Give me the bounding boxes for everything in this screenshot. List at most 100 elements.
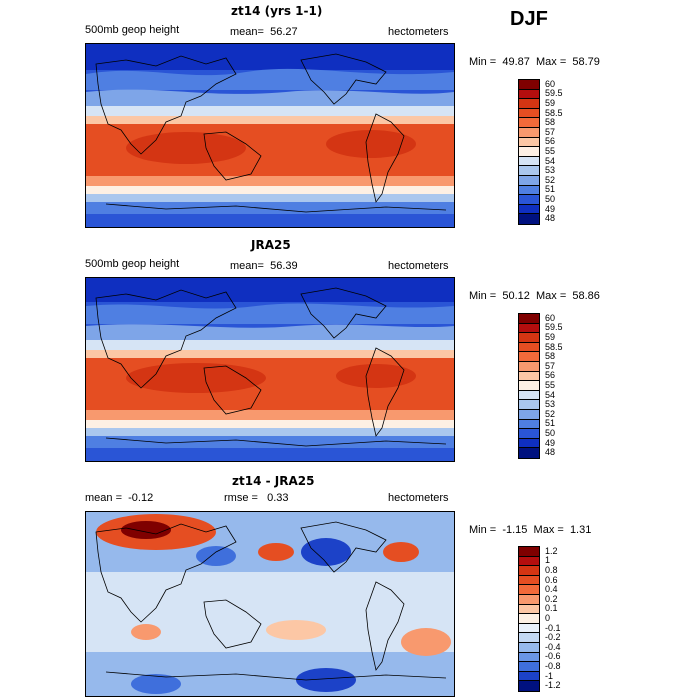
colorbar-level-label: 48 <box>545 213 556 224</box>
colorbar-level-label: 58.5 <box>545 341 563 352</box>
colorbar-segment <box>519 166 539 176</box>
colorbar-level-label: 60 <box>545 78 556 89</box>
colorbar-level-label: 0.4 <box>545 584 558 595</box>
panel2-mean-value: 56.39 <box>270 260 298 272</box>
colorbar-level-label: -0.4 <box>545 641 561 652</box>
colorbar-level-label: 59.5 <box>545 322 563 333</box>
colorbar-segment <box>519 429 539 439</box>
panel2-field-label: 500mb geop height <box>85 258 180 270</box>
panel2-band-51 <box>86 303 454 324</box>
panel3-pos-anomaly-3 <box>383 542 419 562</box>
panel3-pos-anomaly-core <box>121 521 171 539</box>
colorbar-segment <box>519 381 539 391</box>
colorbar-level-label: 56 <box>545 136 556 147</box>
colorbar-level-label: -0.1 <box>545 622 561 633</box>
colorbar-level-label: 53 <box>545 399 556 410</box>
panel2-mean-label: mean= <box>230 260 264 272</box>
colorbar-segment <box>519 195 539 205</box>
panel1-band-56 <box>86 116 454 124</box>
panel1-band-51s <box>86 202 454 214</box>
colorbar-segment <box>519 604 539 615</box>
panel2-band-pole <box>86 278 454 302</box>
panel1-max-label: Max = <box>536 56 567 68</box>
panel3-pos-anomaly-6 <box>266 620 326 640</box>
colorbar-segment <box>519 361 539 372</box>
panel3-map-svg <box>86 512 454 696</box>
panel1-band-51 <box>86 68 454 90</box>
colorbar-segment <box>519 108 539 119</box>
colorbar-segment <box>519 556 539 567</box>
colorbar-segment <box>519 137 539 148</box>
panel1-min-label: Min = <box>469 56 497 68</box>
panel3-min-value: -1.15 <box>502 524 528 536</box>
colorbar-segment <box>519 614 539 624</box>
panel1-title: zt14 (yrs 1-1) <box>231 4 323 18</box>
colorbar-segment <box>519 419 539 430</box>
colorbar-level-label: 0.6 <box>545 574 558 585</box>
panel1-band-53s <box>86 194 454 202</box>
panel1-max-value: 58.79 <box>572 56 600 68</box>
panel2-coastlines <box>95 287 447 447</box>
colorbar-level-label: 52 <box>545 408 556 419</box>
colorbar-level-label: -0.2 <box>545 632 561 643</box>
panel2-band-polar-s <box>86 448 454 461</box>
panel2-band-53 <box>86 324 454 340</box>
colorbar-level-label: 59.5 <box>545 88 563 99</box>
colorbar-segment <box>519 681 539 691</box>
panel2-band-55s <box>86 420 454 428</box>
panel1-band-53 <box>86 89 454 106</box>
colorbar-level-label: 59 <box>545 332 556 342</box>
colorbar-segment <box>519 127 539 138</box>
panel2-min-value: 50.12 <box>502 290 530 302</box>
colorbar-level-label: 1 <box>545 555 551 566</box>
colorbar-segment <box>519 371 539 382</box>
colorbar-level-label: -0.8 <box>545 661 561 671</box>
colorbar-segment <box>519 390 539 401</box>
panel3-max-value: 1.31 <box>569 524 592 536</box>
panel2-warm-core-1 <box>126 363 266 393</box>
colorbar-segment <box>519 642 539 653</box>
panel2-band-56 <box>86 350 454 358</box>
colorbar-segment <box>519 594 539 605</box>
panel1-field-label: 500mb geop height <box>85 24 180 36</box>
colorbar-level-label: 59 <box>545 98 556 108</box>
colorbar-level-label: 0.1 <box>545 603 558 614</box>
panel2-title: JRA25 <box>251 238 291 252</box>
colorbar-segment <box>519 185 539 196</box>
panel2-warm-core-2 <box>336 364 416 388</box>
panel2-band-51s <box>86 436 454 448</box>
panel2-colorbar <box>518 313 540 459</box>
colorbar-segment <box>519 118 539 128</box>
panel1-units: hectometers <box>388 26 449 38</box>
panel3-neg-anomaly-1 <box>301 538 351 566</box>
panel3-mean-value: -0.12 <box>128 492 154 504</box>
colorbar-segment <box>519 175 539 186</box>
colorbar-segment <box>519 547 539 557</box>
colorbar-segment <box>519 409 539 420</box>
colorbar-level-label: 58 <box>545 351 556 362</box>
colorbar-level-label: 50 <box>545 428 556 438</box>
panel3-pos-anomaly-5 <box>401 628 451 656</box>
colorbar-level-label: 0.8 <box>545 565 558 575</box>
colorbar-level-label: 52 <box>545 174 556 185</box>
colorbar-segment <box>519 156 539 167</box>
colorbar-level-label: -1.2 <box>545 680 561 691</box>
panel1-colorbar <box>518 79 540 225</box>
panel2-band-57s <box>86 410 454 420</box>
panel1-min-value: 49.87 <box>502 56 530 68</box>
colorbar-level-label: 49 <box>545 203 556 214</box>
colorbar-segment <box>519 575 539 586</box>
panel1-band-polar-s <box>86 214 454 227</box>
colorbar-level-label: -0.6 <box>545 651 561 662</box>
panel1-map <box>85 43 455 228</box>
panel2-map-svg <box>86 278 454 461</box>
panel3-pos-anomaly-4 <box>131 624 161 640</box>
panel1-band-pole <box>86 44 454 70</box>
colorbar-segment <box>519 566 539 576</box>
colorbar-level-label: 54 <box>545 389 556 400</box>
colorbar-segment <box>519 80 539 90</box>
season-label: DJF <box>510 8 548 30</box>
colorbar-level-label: 57 <box>545 126 556 137</box>
panel1-mean-value: 56.27 <box>270 26 298 38</box>
colorbar-level-label: 0.2 <box>545 593 558 604</box>
